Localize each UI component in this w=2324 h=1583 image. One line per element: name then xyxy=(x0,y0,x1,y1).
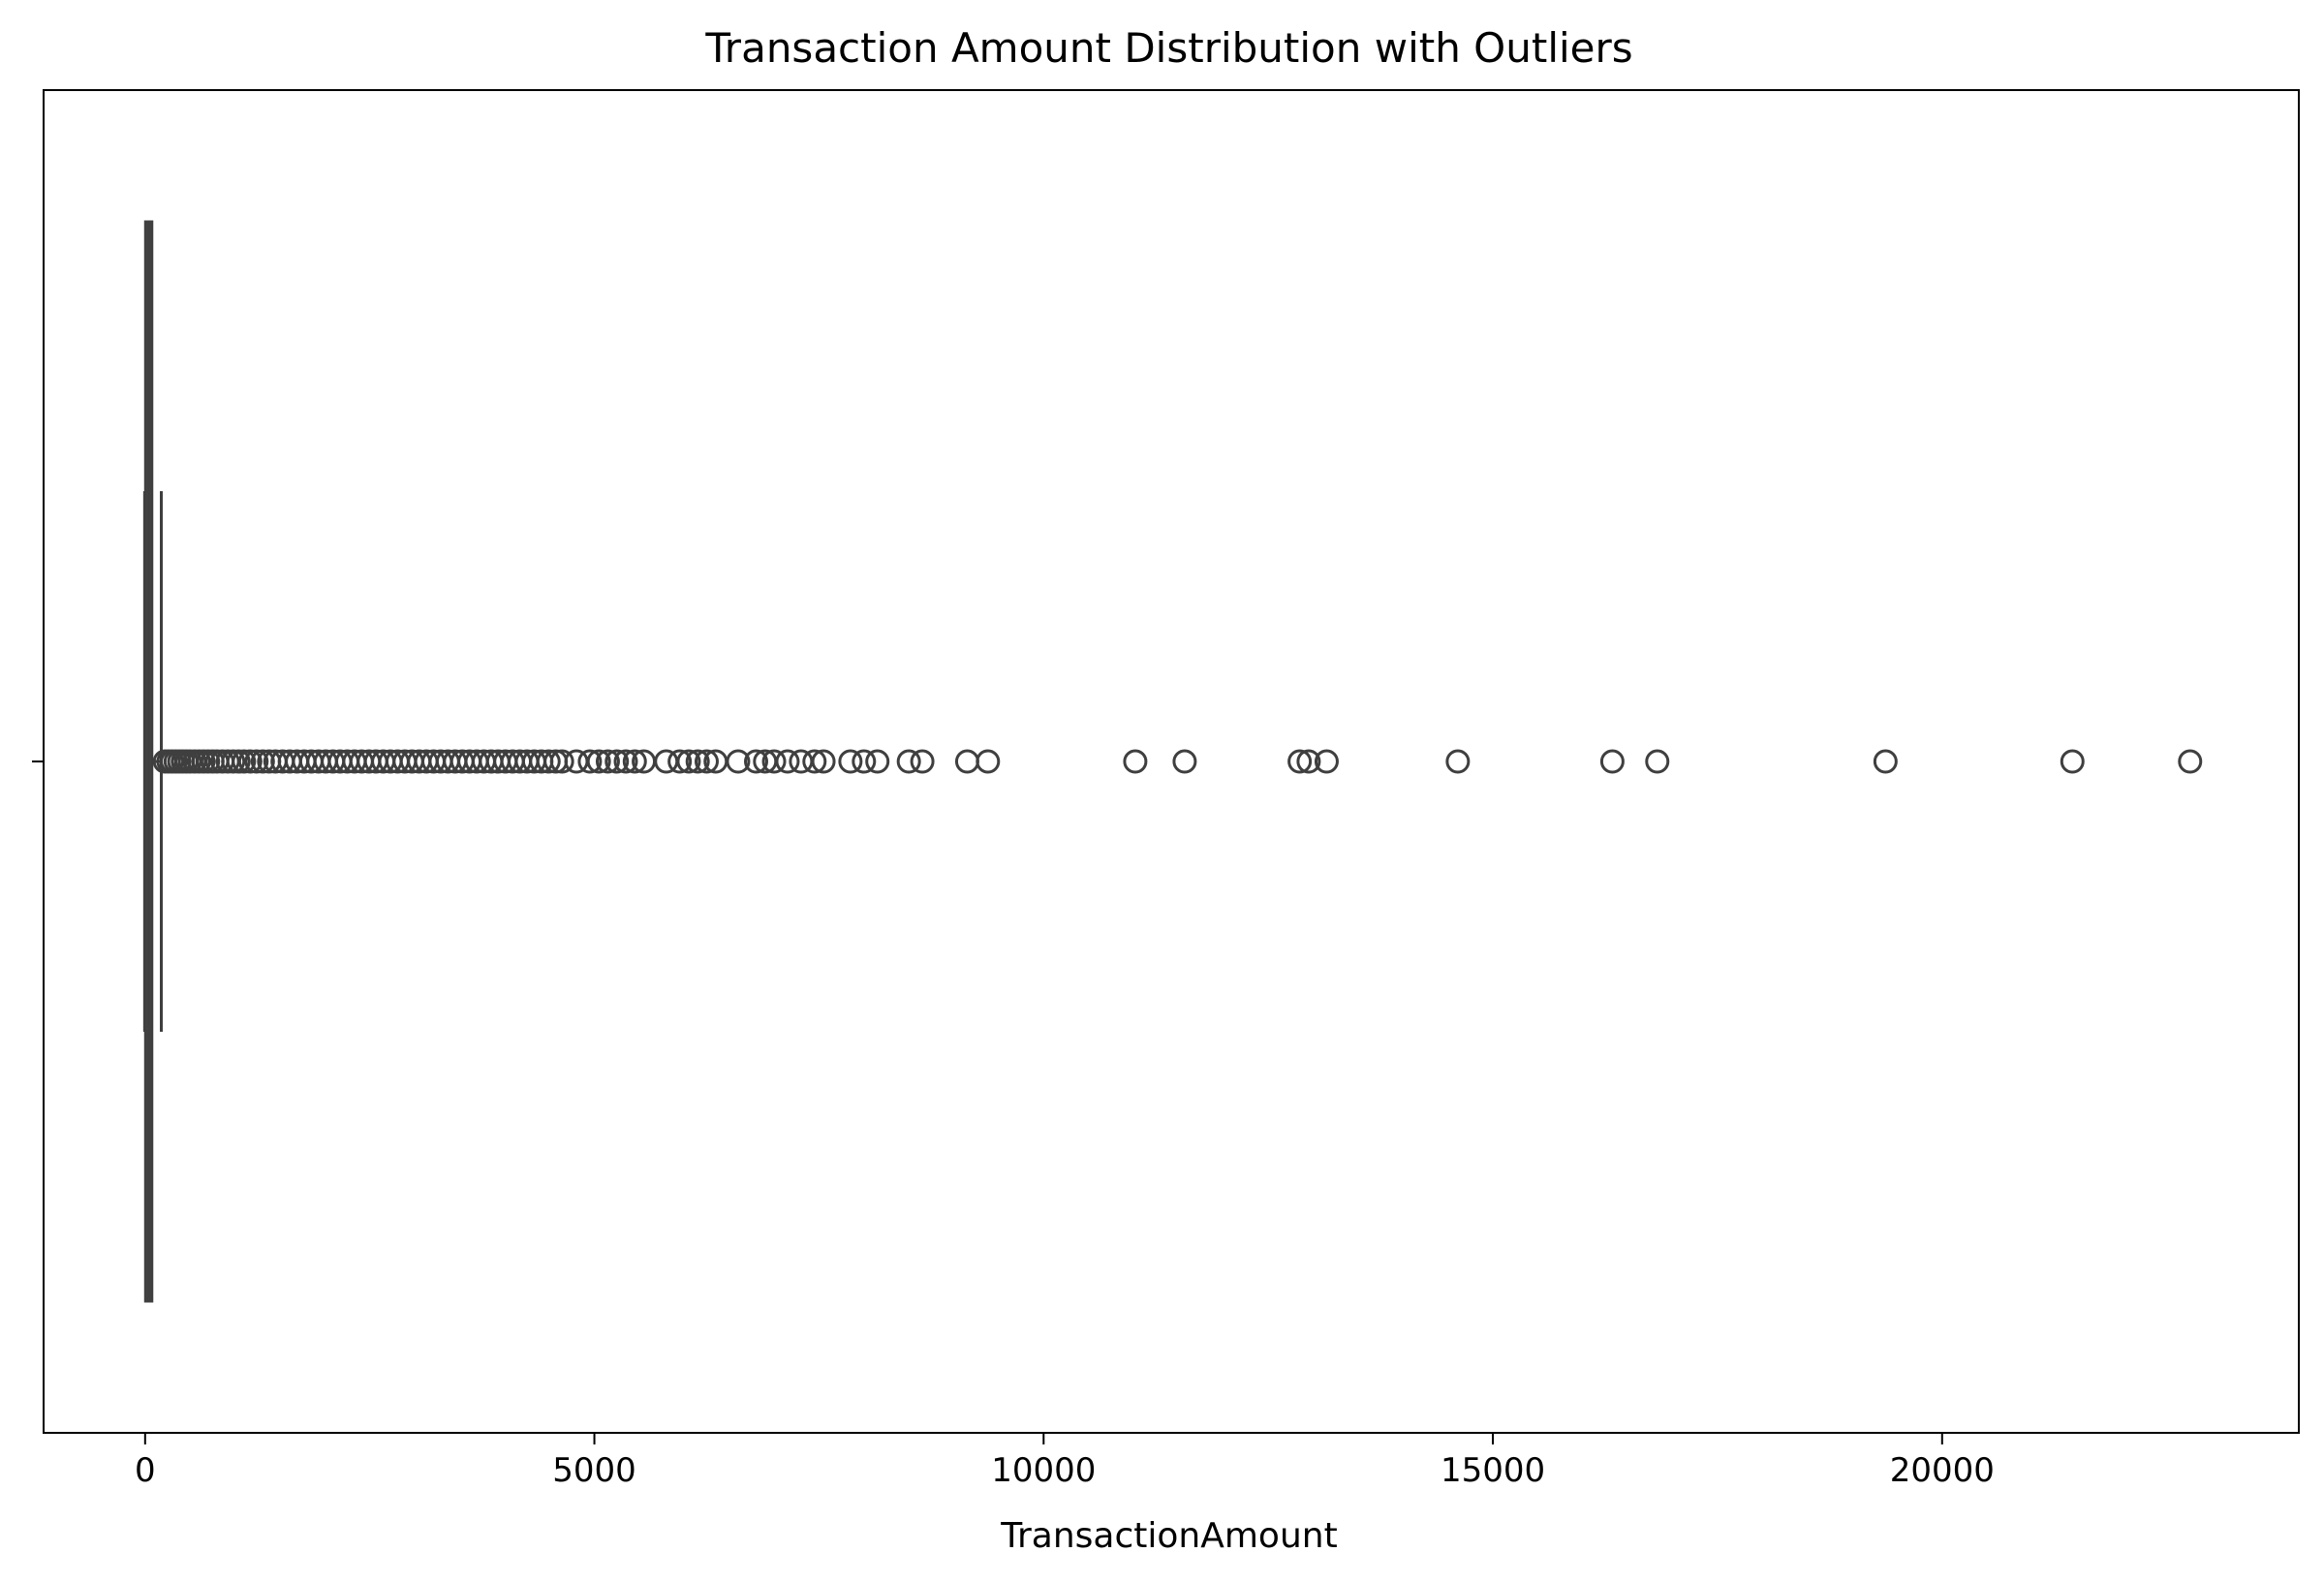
outlier-point xyxy=(577,749,603,774)
chart-title: Transaction Amount Distribution with Out… xyxy=(704,24,1632,72)
x-tick-label: 10000 xyxy=(991,1451,1096,1490)
outlier-point xyxy=(811,749,836,774)
outlier-point xyxy=(694,749,719,774)
x-axis-ticks: 0 5000 10000 15000 20000 xyxy=(135,1433,1995,1490)
x-tick-label: 15000 xyxy=(1441,1451,1545,1490)
outlier-point xyxy=(954,749,979,774)
outlier-point xyxy=(549,749,574,774)
outlier-point xyxy=(2178,749,2203,774)
outlier-point xyxy=(1599,749,1625,774)
outlier-point xyxy=(726,749,751,774)
outlier-point xyxy=(536,749,561,774)
outlier-point xyxy=(1873,749,1898,774)
outlier-point xyxy=(743,749,768,774)
outlier-point xyxy=(896,749,921,774)
outlier-point xyxy=(1645,749,1670,774)
outlier-point xyxy=(865,749,890,774)
outlier-point xyxy=(685,749,710,774)
outlier-point xyxy=(667,749,693,774)
outlier-point xyxy=(1123,749,1148,774)
outlier-point xyxy=(1445,749,1471,774)
outlier-point xyxy=(232,749,257,774)
x-axis-label: TransactionAmount xyxy=(1000,1516,1337,1556)
outlier-point xyxy=(775,749,800,774)
plot-area xyxy=(142,220,2203,1303)
outlier-point xyxy=(1296,749,1321,774)
x-tick-label: 20000 xyxy=(1890,1451,1995,1490)
outlier-point xyxy=(1314,749,1339,774)
outlier-point xyxy=(244,749,269,774)
outlier-point xyxy=(604,749,630,774)
outlier-point xyxy=(2060,749,2085,774)
outlier-point xyxy=(1172,749,1197,774)
outlier-point xyxy=(237,749,263,774)
outlier-point xyxy=(910,749,935,774)
outlier-point xyxy=(586,749,611,774)
x-tick-label: 0 xyxy=(135,1451,156,1490)
outlier-point xyxy=(250,749,275,774)
outlier-point xyxy=(613,749,638,774)
outlier-point xyxy=(1287,749,1313,774)
outlier-point xyxy=(595,749,620,774)
outlier-point xyxy=(761,749,787,774)
outlier-point xyxy=(976,749,1001,774)
outlier-point xyxy=(852,749,877,774)
x-tick-label: 5000 xyxy=(552,1451,636,1490)
outlier-point xyxy=(676,749,701,774)
plot-frame xyxy=(43,89,2300,1434)
outlier-point xyxy=(802,749,827,774)
outlier-point xyxy=(838,749,863,774)
outlier-point xyxy=(622,749,647,774)
